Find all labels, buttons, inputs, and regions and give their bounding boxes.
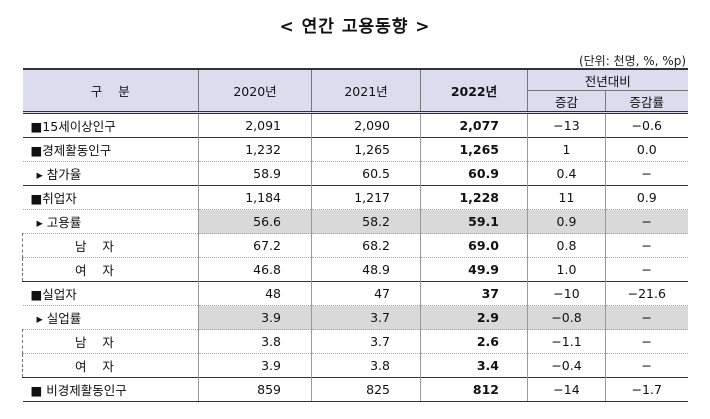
table-cell: 1,228	[420, 185, 528, 210]
table-cell: 69.0	[420, 233, 528, 258]
table-row: ▸ 고용률 56.6 58.2 59.1 0.9−	[22, 209, 688, 234]
row-label: 여 자	[22, 353, 199, 378]
table-cell: 59.1	[420, 209, 528, 234]
table-cell: 2.9	[420, 305, 528, 330]
table-cell: −1.7	[604, 377, 688, 402]
table-cell: −	[604, 161, 688, 186]
title: < 연간 고용동향 >	[279, 17, 431, 37]
table-cell: 0.9	[604, 185, 688, 210]
table-row: ■ 비경제활동인구 859 825 812 −14 −1.7	[22, 377, 688, 402]
table-cell: 3.9	[198, 305, 312, 330]
row-label: ■ 비경제활동인구	[22, 377, 199, 402]
table-cell: 60.9	[420, 161, 528, 186]
table-cell: 0.0	[604, 137, 688, 162]
row-label: 남 자	[22, 329, 199, 354]
header-cell: 증감률	[604, 90, 688, 114]
table-cell: 1,232	[198, 137, 312, 162]
table-cell: 67.2	[198, 233, 312, 258]
table-cell: 46.8	[198, 257, 312, 282]
header-cell: 2022년	[420, 68, 528, 114]
table-cell: 49.9	[420, 257, 528, 282]
header-cell: 구 분	[22, 68, 199, 114]
table-cell: 2.6	[420, 329, 528, 354]
table-cell: 3.9	[198, 353, 312, 378]
table-cell: −13	[527, 112, 606, 138]
table-cell: 1,265	[420, 137, 528, 162]
table-row: ▸ 실업률 3.9 3.7 2.9 −0.8−	[22, 305, 688, 330]
table-cell: 1,217	[311, 185, 421, 210]
table-cell: 3.7	[311, 329, 421, 354]
table-cell: 1,265	[311, 137, 421, 162]
table-cell: 859	[198, 377, 312, 402]
table-cell: 48	[198, 281, 312, 306]
table-cell: 3.8	[311, 353, 421, 378]
header-cell: 2021년	[311, 68, 421, 114]
row-label: 남 자	[22, 233, 199, 258]
table-cell: −0.4	[527, 353, 606, 378]
table-cell: 37	[420, 281, 528, 306]
table-cell: 812	[420, 377, 528, 402]
table-cell: −0.8	[527, 305, 606, 330]
table-row: 남 자 3.8 3.7 2.6 −1.1−	[22, 329, 688, 354]
table-row: 여 자 46.8 48.9 49.9 1.0−	[22, 257, 688, 282]
table-row: ■실업자 48 47 37 −10 −21.6	[22, 281, 688, 306]
table-row: 남 자 67.2 68.2 69.0 0.8−	[22, 233, 688, 258]
table-cell: −	[604, 233, 688, 258]
unit-note: (단위: 천명, %, %p)	[578, 54, 686, 68]
header-cell: 증감	[527, 90, 606, 114]
table-cell: −	[604, 209, 688, 234]
table-cell: −	[604, 353, 688, 378]
table-cell: −	[604, 305, 688, 330]
table-cell: 68.2	[311, 233, 421, 258]
row-label: ■15세이상인구	[22, 112, 199, 138]
table-cell: 825	[311, 377, 421, 402]
table-body: ■15세이상인구 2,091 2,090 2,077 −13 −0.6 ■경제활동인구 1,2…	[22, 112, 688, 402]
table-cell: 60.5	[311, 161, 421, 186]
table-row: ■취업자 1,184 1,217 1,228 11 0.9	[22, 185, 688, 210]
row-label: ■경제활동인구	[22, 137, 199, 162]
table-cell: 56.6	[198, 209, 312, 234]
row-label: ■취업자	[22, 185, 199, 210]
table-cell: 3.8	[198, 329, 312, 354]
table-cell: −1.1	[527, 329, 606, 354]
table-row: 여 자 3.9 3.8 3.4 −0.4−	[22, 353, 688, 378]
table-cell: 47	[311, 281, 421, 306]
table-cell: 11	[527, 185, 606, 210]
table-cell: 2,090	[311, 112, 421, 138]
table-cell: 58.9	[198, 161, 312, 186]
employment-table: 구 분 2020년 2021년 2022년 전년대비 증감 증감률 ■15세이상…	[22, 68, 688, 402]
table-cell: −0.6	[604, 112, 688, 138]
table-cell: −	[604, 257, 688, 282]
table-cell: 1,184	[198, 185, 312, 210]
row-label: ▸ 고용률	[22, 209, 199, 234]
table-cell: −14	[527, 377, 606, 402]
table-row: ■경제활동인구 1,232 1,265 1,265 1 0.0	[22, 137, 688, 162]
table-cell: 3.7	[311, 305, 421, 330]
table-cell: 0.8	[527, 233, 606, 258]
table-cell: −	[604, 329, 688, 354]
table-cell: −10	[527, 281, 606, 306]
table-cell: 3.4	[420, 353, 528, 378]
table-cell: 2,091	[198, 112, 312, 138]
table-cell: 0.4	[527, 161, 606, 186]
table-cell: 48.9	[311, 257, 421, 282]
row-label: 여 자	[22, 257, 199, 282]
row-label: ▸ 참가율	[22, 161, 199, 186]
table-cell: 2,077	[420, 112, 528, 138]
table-cell: 58.2	[311, 209, 421, 234]
header-cell: 2020년	[198, 68, 312, 114]
table-cell: 0.9	[527, 209, 606, 234]
table-cell: −21.6	[604, 281, 688, 306]
row-label: ▸ 실업률	[22, 305, 199, 330]
table-cell: 1	[527, 137, 606, 162]
table-row: ▸ 참가율 58.9 60.5 60.9 0.4−	[22, 161, 688, 186]
header-cell: 전년대비	[526, 68, 688, 91]
row-label: ■실업자	[22, 281, 199, 306]
table-cell: 1.0	[527, 257, 606, 282]
table-row: ■15세이상인구 2,091 2,090 2,077 −13 −0.6	[22, 112, 688, 138]
